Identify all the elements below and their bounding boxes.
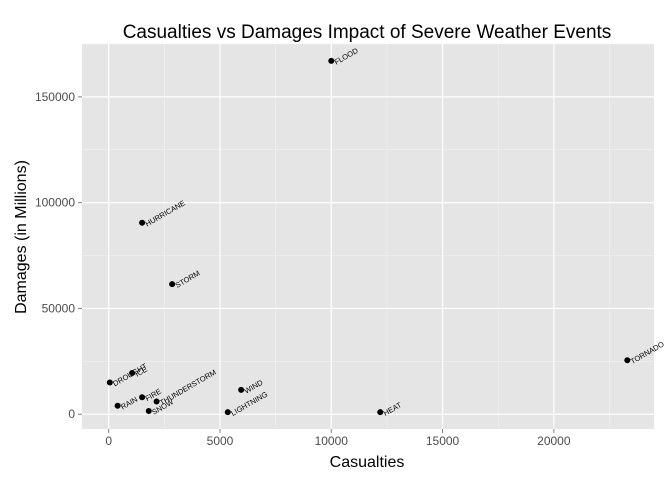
- y-tick-label: 100000: [35, 196, 75, 210]
- x-axis: 0 5000 10000 15000 20000: [105, 429, 571, 448]
- data-point: [153, 398, 160, 405]
- data-point: [139, 219, 146, 226]
- x-tick-label: 15000: [426, 434, 460, 448]
- x-tick-label: 5000: [207, 434, 234, 448]
- x-tick-label: 10000: [315, 434, 349, 448]
- chart-title: Casualties vs Damages Impact of Severe W…: [123, 22, 612, 43]
- data-point: [624, 357, 631, 364]
- y-axis: 0 50000 100000 150000: [35, 90, 82, 421]
- x-tick-label: 0: [105, 434, 112, 448]
- grid-major: [82, 44, 654, 429]
- y-tick-label: 50000: [42, 301, 76, 315]
- data-point: [169, 281, 176, 288]
- data-point: [328, 57, 335, 64]
- data-point: [106, 379, 113, 386]
- x-axis-title: Casualties: [330, 454, 405, 471]
- data-point: [114, 402, 121, 409]
- data-point: [145, 408, 152, 415]
- y-tick-label: 150000: [35, 90, 75, 104]
- data-point: [377, 409, 384, 416]
- x-tick-label: 20000: [537, 434, 571, 448]
- plot-panel: [82, 44, 654, 429]
- y-axis-title: Damages (in Millions): [13, 160, 30, 314]
- data-point: [224, 409, 231, 416]
- data-point: [139, 394, 146, 401]
- data-point: [129, 369, 136, 376]
- data-points: [106, 57, 631, 416]
- grid-minor: [82, 43, 654, 429]
- y-tick-label: 0: [68, 407, 75, 421]
- data-point: [238, 386, 245, 393]
